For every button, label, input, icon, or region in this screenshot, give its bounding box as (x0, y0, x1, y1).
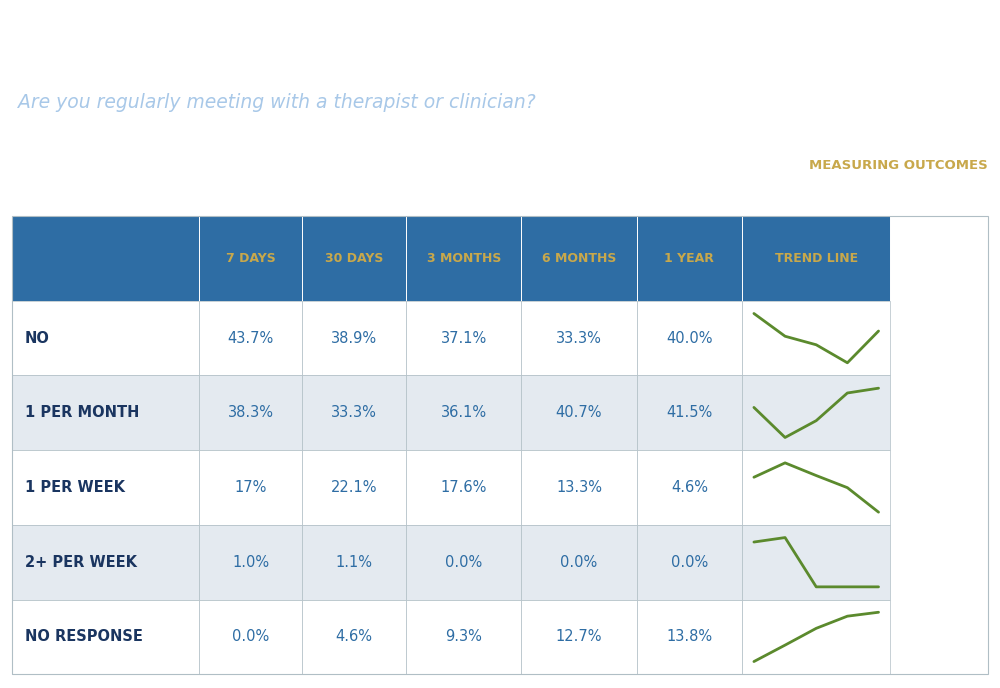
Bar (637, 450, 742, 525)
Text: NO RESPONSE: NO RESPONSE (25, 630, 143, 645)
Bar (742, 525, 890, 599)
Bar (12, 450, 199, 525)
Text: 13.3%: 13.3% (556, 480, 602, 495)
Bar (521, 376, 637, 450)
Text: 30 DAYS: 30 DAYS (325, 252, 383, 265)
Bar (12, 525, 199, 599)
Bar (406, 525, 521, 599)
Text: 1.0%: 1.0% (232, 555, 269, 570)
Bar (521, 301, 637, 376)
Bar (12, 599, 199, 674)
Bar (199, 525, 302, 599)
Text: 7 DAYS: 7 DAYS (226, 252, 276, 265)
Bar (406, 450, 521, 525)
Text: CONTINUING CARE IS CRITICAL TO SUCCESS: CONTINUING CARE IS CRITICAL TO SUCCESS (18, 33, 700, 61)
Text: 41.5%: 41.5% (666, 405, 712, 420)
Text: 6 MONTHS: 6 MONTHS (542, 252, 616, 265)
Text: 33.3%: 33.3% (556, 331, 602, 345)
Text: 1 PER WEEK: 1 PER WEEK (25, 480, 125, 495)
Bar (521, 450, 637, 525)
Text: 13.8%: 13.8% (666, 630, 712, 645)
Bar (302, 376, 406, 450)
Text: 0.0%: 0.0% (560, 555, 598, 570)
Bar (406, 599, 521, 674)
Bar (406, 301, 521, 376)
Text: TREND LINE: TREND LINE (775, 252, 858, 265)
Bar (742, 216, 890, 301)
Bar (406, 216, 521, 301)
Bar (12, 301, 199, 376)
Text: 0.0%: 0.0% (445, 555, 483, 570)
Bar (199, 599, 302, 674)
Bar (742, 301, 890, 376)
Bar (302, 216, 406, 301)
Text: 0.0%: 0.0% (232, 630, 269, 645)
Bar (12, 376, 199, 450)
Text: 1 YEAR: 1 YEAR (664, 252, 714, 265)
Text: 22.1%: 22.1% (331, 480, 377, 495)
Bar (302, 525, 406, 599)
Text: 40.0%: 40.0% (666, 331, 713, 345)
Bar (637, 301, 742, 376)
Text: 40.7%: 40.7% (556, 405, 602, 420)
Text: 4.6%: 4.6% (671, 480, 708, 495)
Bar (521, 525, 637, 599)
Bar (637, 376, 742, 450)
Text: 33.3%: 33.3% (331, 405, 377, 420)
Bar (521, 599, 637, 674)
Text: Are you regularly meeting with a therapist or clinician?: Are you regularly meeting with a therapi… (18, 93, 536, 111)
Text: MEASURING OUTCOMES: MEASURING OUTCOMES (809, 159, 988, 172)
Bar (199, 301, 302, 376)
Bar (199, 450, 302, 525)
Text: 38.3%: 38.3% (228, 405, 274, 420)
Text: 1 PER MONTH: 1 PER MONTH (25, 405, 139, 420)
Bar (637, 216, 742, 301)
Text: 43.7%: 43.7% (228, 331, 274, 345)
Bar (302, 599, 406, 674)
Bar (742, 450, 890, 525)
Bar (302, 450, 406, 525)
Bar (637, 599, 742, 674)
Bar (637, 525, 742, 599)
Bar (742, 376, 890, 450)
Text: 36.1%: 36.1% (441, 405, 487, 420)
Text: NO: NO (25, 331, 50, 345)
Text: 0.0%: 0.0% (671, 555, 708, 570)
Text: 17%: 17% (234, 480, 267, 495)
Text: 9.3%: 9.3% (445, 630, 482, 645)
Text: 3 MONTHS: 3 MONTHS (427, 252, 501, 265)
Text: 4.6%: 4.6% (336, 630, 373, 645)
Text: 38.9%: 38.9% (331, 331, 377, 345)
Text: 1.1%: 1.1% (336, 555, 373, 570)
Bar (12, 216, 199, 301)
Bar (406, 376, 521, 450)
Text: 17.6%: 17.6% (441, 480, 487, 495)
Bar (199, 376, 302, 450)
Bar (302, 301, 406, 376)
Bar (199, 216, 302, 301)
Text: 37.1%: 37.1% (441, 331, 487, 345)
Text: 12.7%: 12.7% (556, 630, 602, 645)
Text: 2+ PER WEEK: 2+ PER WEEK (25, 555, 137, 570)
Bar (742, 599, 890, 674)
Bar (521, 216, 637, 301)
